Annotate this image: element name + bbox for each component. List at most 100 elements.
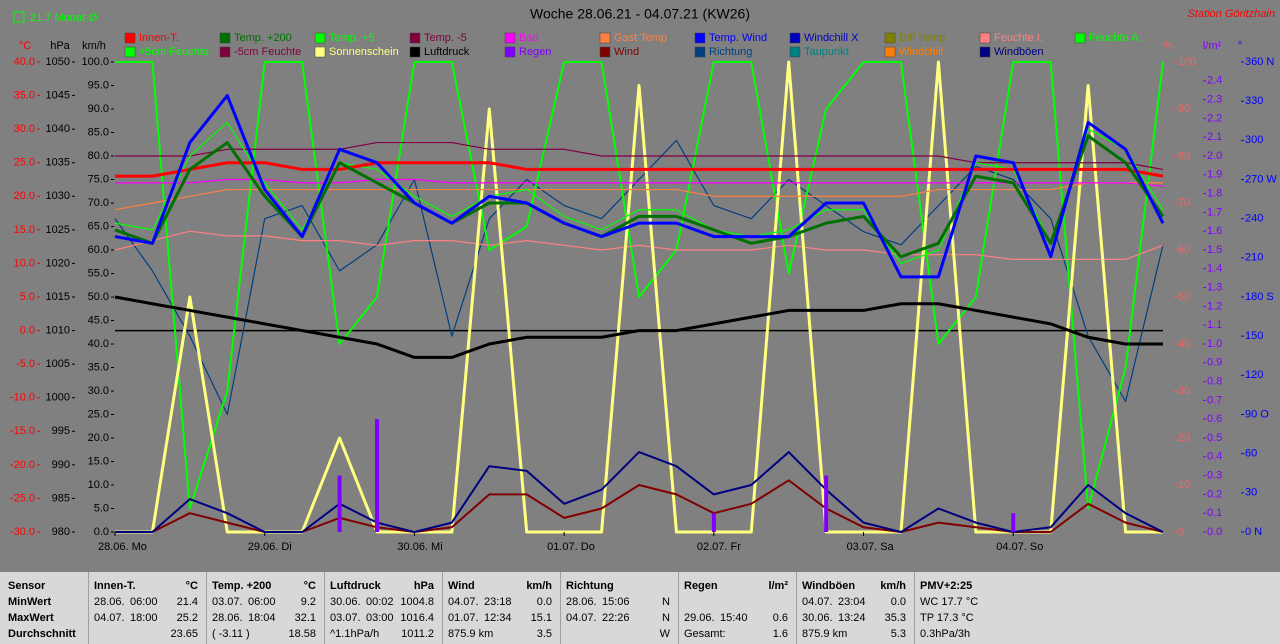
y-tick-label: 40.0 <box>88 338 109 350</box>
y-tick-label: 30.0 <box>88 385 109 397</box>
chart-title: Woche 28.06.21 - 04.07.21 (KW26) <box>530 6 750 22</box>
y-tick-label: 2.1 <box>1207 131 1222 143</box>
y-tick-label: 1025 <box>46 224 70 236</box>
y-tick-label: 210 <box>1245 252 1263 264</box>
rain-bar <box>711 513 716 532</box>
legend-label: Temp. +5 <box>329 32 375 44</box>
cell-value: 0.0 <box>536 596 552 608</box>
cell-value: 35.3 <box>884 612 906 624</box>
y-tick-label: 15.0 <box>14 224 35 236</box>
plot-area <box>114 60 1165 534</box>
legend-label: Bad <box>519 32 539 44</box>
y-tick-label: 45.0 <box>88 314 109 326</box>
y-tick-label: 1.9 <box>1207 169 1222 181</box>
y-tick-label: 5.0 <box>20 291 35 303</box>
y-tick-label: 70.0 <box>88 197 109 209</box>
cell-time: 22:26 <box>602 612 630 624</box>
y-tick-label: 0.1 <box>1207 507 1222 519</box>
y-tick-label: 1035 <box>46 157 70 169</box>
cell-date: 28.06. <box>566 596 597 608</box>
series-line <box>115 178 1164 187</box>
row-label: MinWert <box>8 596 52 608</box>
column-separator <box>560 572 561 644</box>
y-tick-label: 120 <box>1245 369 1263 381</box>
cell-date: 03.07. <box>212 596 243 608</box>
legend-swatch <box>219 32 231 44</box>
column-separator <box>678 572 679 644</box>
cell-label: 875.9 km <box>802 628 848 640</box>
rain-bar <box>824 475 829 532</box>
y-tick-label: 1040 <box>46 123 70 135</box>
y-tick-label: 85.0 <box>88 126 109 138</box>
cell-date: 28.06. <box>212 612 243 624</box>
cell-value: 9.2 <box>300 596 316 608</box>
axis-label: ° <box>1238 40 1242 52</box>
legend-label: Wind <box>614 46 639 58</box>
rain-bar <box>1011 513 1016 532</box>
y-tick-label: 10.0 <box>14 257 35 269</box>
legend-swatch <box>314 46 326 58</box>
row-label: Sensor <box>8 580 46 592</box>
cell-time: 18:04 <box>248 612 276 624</box>
column-title: Richtung <box>566 580 614 592</box>
y-tick-label: 2.4 <box>1207 75 1222 87</box>
series-line <box>115 141 1164 171</box>
legend-label: Sonnenschein <box>329 46 399 58</box>
y-tick-label: 1045 <box>46 89 70 101</box>
legend-label: Regen <box>519 46 551 58</box>
y-tick-label: 1.8 <box>1207 188 1222 200</box>
y-tick-label: 30 <box>1245 487 1257 499</box>
y-tick-label: 30.0 <box>14 123 35 135</box>
cell-value: 15.1 <box>530 612 552 624</box>
cell-label: ( -3.11 ) <box>212 628 250 640</box>
y-tick-label: 0.7 <box>1207 394 1222 406</box>
legend-swatch <box>694 46 706 58</box>
axis-label: % <box>1163 40 1173 52</box>
column-unit: l/m² <box>768 580 788 592</box>
y-tick-label: 20.0 <box>14 190 35 202</box>
cell-value: 0.6 <box>772 612 788 624</box>
axis-label: l/m² <box>1203 40 1222 52</box>
x-tick-label: 28.06. Mo <box>98 541 147 553</box>
y-tick-label: 2.0 <box>1207 150 1222 162</box>
column-unit: km/h <box>526 580 552 592</box>
y-tick-label: -5.0 <box>16 358 35 370</box>
rain-bar <box>375 419 379 532</box>
cell-date: 01.07. <box>448 612 479 624</box>
y-tick-label: 60 <box>1178 244 1190 256</box>
y-tick-label: 95.0 <box>88 79 109 91</box>
y-tick-label: 1050 <box>46 56 70 68</box>
cell-value: WC 17.7 °C <box>920 596 979 608</box>
series-line <box>114 230 1164 260</box>
y-tick-label: 360 N <box>1245 56 1274 68</box>
legend-label: Feuchte I. <box>994 32 1043 44</box>
cell-time: 06:00 <box>248 596 276 608</box>
cell-time: 15:40 <box>720 612 748 624</box>
cell-date: 04.07. <box>802 596 833 608</box>
y-tick-label: 0.8 <box>1207 376 1222 388</box>
cell-time: 03:00 <box>366 612 394 624</box>
cell-value: 21.4 <box>176 596 198 608</box>
y-tick-label: 75.0 <box>88 173 109 185</box>
legend-label: Diff Temp <box>899 32 945 44</box>
legend-label: +5cm Feuchte <box>139 46 209 58</box>
column-title: Wind <box>448 580 475 592</box>
y-tick-label: 35.0 <box>14 89 35 101</box>
cell-time: 00:02 <box>366 596 394 608</box>
column-separator <box>796 572 797 644</box>
y-tick-label: 1.4 <box>1207 263 1222 275</box>
y-tick-label: -30.0 <box>10 526 35 538</box>
cell-date: 30.06. <box>802 612 833 624</box>
legend-swatch <box>409 46 421 58</box>
y-tick-label: 1000 <box>46 392 70 404</box>
y-tick-label: 25.0 <box>14 157 35 169</box>
cell-value: 1011.2 <box>401 628 434 640</box>
y-tick-label: 80.0 <box>88 150 109 162</box>
y-tick-label: 55.0 <box>88 267 109 279</box>
legend-label: Windböen <box>994 46 1044 58</box>
y-tick-label: -25.0 <box>10 492 35 504</box>
stats-table: Sensor MinWert MaxWert Durchschnitt Innen-T.… <box>0 572 1280 644</box>
cell-value: 25.2 <box>176 612 198 624</box>
y-tick-label: 2.3 <box>1207 94 1222 106</box>
y-tick-label: 1015 <box>46 291 70 303</box>
